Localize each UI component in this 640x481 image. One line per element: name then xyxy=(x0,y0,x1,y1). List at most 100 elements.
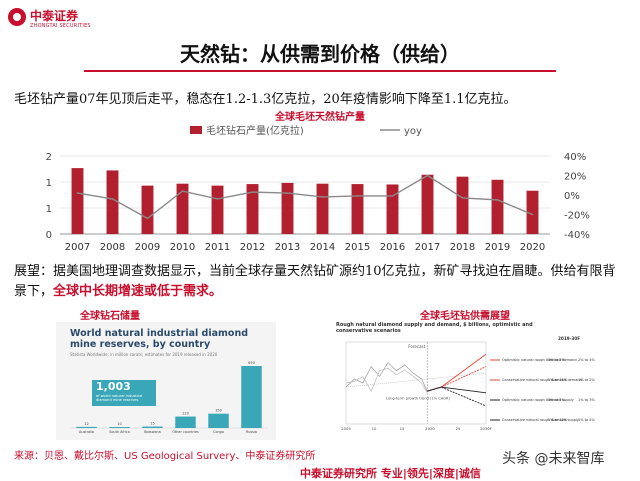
reserves-bar-Botswana xyxy=(142,426,163,428)
chart1-title: 全球毛坯天然钻产量 xyxy=(275,112,365,123)
scenario-value-b: 1% to 2% xyxy=(578,378,596,382)
scenario-label: Optimistic natural rough diamond demand xyxy=(502,358,577,362)
reserves-category-label: Botswana xyxy=(144,430,161,434)
bar-2010 xyxy=(176,183,189,234)
y-tick-label: 1 xyxy=(46,204,52,215)
callout-value: 1,003 xyxy=(96,380,131,393)
x-tick-label: 2007 xyxy=(65,242,90,253)
legend-label-production: 毛坯钻石产量(亿克拉) xyxy=(206,124,304,137)
history-supply-line xyxy=(345,367,428,394)
trend-annotation: Long-term growth trend (1% CAGR) xyxy=(386,396,450,400)
y2-tick-label: 40% xyxy=(564,152,586,163)
legend-label-yoy: yoy xyxy=(404,126,422,137)
production-chart: 毛坯钻石产量(亿克拉) yoy 0 1 1 2 40% 20% 0% -20% -40% 2007 20… xyxy=(46,124,590,253)
history-demand-line xyxy=(345,361,428,392)
yoy-point xyxy=(496,199,499,201)
x-tick-label: 2017 xyxy=(415,242,440,253)
brand-name-en: ZHONGTAI SECURITIES xyxy=(30,23,91,29)
x-tick-label: 2011 xyxy=(205,242,230,253)
x-tick-label: 2020 xyxy=(520,242,545,253)
reserves-value-label: 150 xyxy=(215,409,222,413)
x-tick-label: 2018 xyxy=(450,242,475,253)
outlook-highlight: 全球中长期增速或低于需求。 xyxy=(53,284,223,299)
trend-line xyxy=(345,372,487,388)
outlook-prefix: 展望：据美国地理调查数据显示，当前全球存量天然钻矿源约10亿克拉，新矿寻找迫在眉… xyxy=(14,264,616,299)
footer-text: 中泰证券研究所 专业|领先|深度|诚信 xyxy=(300,467,481,480)
watermark-text: 头条 @未来智库 xyxy=(502,451,605,467)
legend-swatch-production xyxy=(190,126,202,134)
reserves-subtitle: Statista Worldwide; in million carats; e… xyxy=(70,352,218,357)
reserves-value-label: 10 xyxy=(117,422,121,426)
bar-2016 xyxy=(386,184,399,234)
scenario-label: Conservative natural rough diamond deman… xyxy=(502,378,582,382)
reserves-category-label: South Africa xyxy=(109,430,130,434)
bar-2015 xyxy=(351,184,364,234)
y2-tick-label: 20% xyxy=(564,172,586,183)
x-tick-label: 2013 xyxy=(275,242,300,253)
y-tick-label: 0 xyxy=(46,230,52,241)
yoy-point xyxy=(356,195,359,197)
yoy-point xyxy=(181,190,184,192)
reserves-value-label: 120 xyxy=(182,412,189,416)
scenario-value-a: 1% to 2% xyxy=(548,358,566,362)
yoy-line xyxy=(77,174,533,220)
reserves-category-label: Australia xyxy=(79,430,94,434)
bar-2009 xyxy=(141,185,154,234)
yoy-point xyxy=(321,196,324,198)
reserves-value-label: 12 xyxy=(84,422,88,426)
yoy-point xyxy=(461,197,464,199)
reserves-chart: 12 Australia 10 South Africa 15 Botswana 120 Ot… xyxy=(70,361,268,434)
x-tick-label: 2019 xyxy=(485,242,510,253)
reserves-panel: World natural industrial diamond mine re… xyxy=(56,322,276,440)
yoy-point xyxy=(286,192,289,194)
bar-2008 xyxy=(106,170,119,234)
x-tick-label: 2014 xyxy=(310,242,335,253)
bar-2013 xyxy=(281,182,294,234)
title-divider xyxy=(84,70,556,72)
bar-2014 xyxy=(316,183,329,234)
x-tick-label: 2015 xyxy=(345,242,370,253)
bar-2011 xyxy=(211,185,224,234)
sd-x-tick: 25 xyxy=(456,426,461,431)
reserves-callout: 1,003 of world natural industrial diamon… xyxy=(92,380,156,406)
reserves-bar-Congo xyxy=(208,413,229,428)
y-tick-label: 1 xyxy=(46,178,52,189)
bar-2019 xyxy=(491,179,504,234)
scenario-value-b: 1% to 3% xyxy=(578,398,596,402)
brand-mark-icon xyxy=(8,8,26,26)
source-note: 来源：贝恩、戴比尔斯、US Geological Survery、中泰证券研究所 xyxy=(14,451,316,462)
sd-plot-frame xyxy=(345,341,487,425)
yoy-point xyxy=(146,217,149,220)
reserves-value-label: 15 xyxy=(150,422,154,426)
reserves-category-label: Other countries xyxy=(172,430,199,434)
y2-tick-label: 0% xyxy=(564,191,580,202)
reserves-bar-Other countries xyxy=(175,416,196,428)
x-tick-label: 2008 xyxy=(100,242,125,253)
reserves-bar-Australia xyxy=(76,426,97,428)
reserves-category-label: Congo xyxy=(213,430,224,434)
x-tick-label: 2012 xyxy=(240,242,265,253)
supply-demand-chart: Forecast Long-term growth trend (1% CAGR)… xyxy=(341,336,596,431)
supply-demand-chart-title: 全球毛坯钻供需展望 xyxy=(420,311,510,322)
scenarios-header: 2019-30F xyxy=(558,336,580,341)
y2-tick-label: -40% xyxy=(564,230,590,241)
scenario-line xyxy=(427,386,487,407)
lead-text: 毛坯钻产量07年见顶后走平，稳态在1.2-1.3亿克拉，20年疫情影响下降至1.… xyxy=(14,92,517,107)
brand-logo: 中泰证券 ZHONGTAI SECURITIES xyxy=(8,6,98,36)
yoy-point xyxy=(76,192,79,194)
scenario-value-a: 1% to 7% xyxy=(548,398,566,402)
y-tick-label: 2 xyxy=(46,152,52,163)
scenario-label: Conservative natural rough diamond suppl… xyxy=(502,418,579,422)
sd-x-tick: 2030F xyxy=(480,426,492,431)
y2-tick-label: -20% xyxy=(564,211,590,222)
scenario-label: Optimistic natural rough diamond supply xyxy=(502,398,574,402)
scenario-value-b: 2% to 4% xyxy=(578,358,596,362)
supply-demand-panel: Rough natural diamond supply and demand,… xyxy=(336,322,608,440)
yoy-point xyxy=(251,191,254,193)
yoy-point xyxy=(531,213,534,216)
yoy-point xyxy=(111,198,114,200)
outlook-text: 展望：据美国地理调查数据显示，当前全球存量天然钻矿源约10亿克拉，新矿寻找迫在眉… xyxy=(14,262,626,302)
yoy-point xyxy=(391,195,394,197)
x-tick-label: 2016 xyxy=(380,242,405,253)
scenario-value-a: 1% to 11% xyxy=(548,378,568,382)
